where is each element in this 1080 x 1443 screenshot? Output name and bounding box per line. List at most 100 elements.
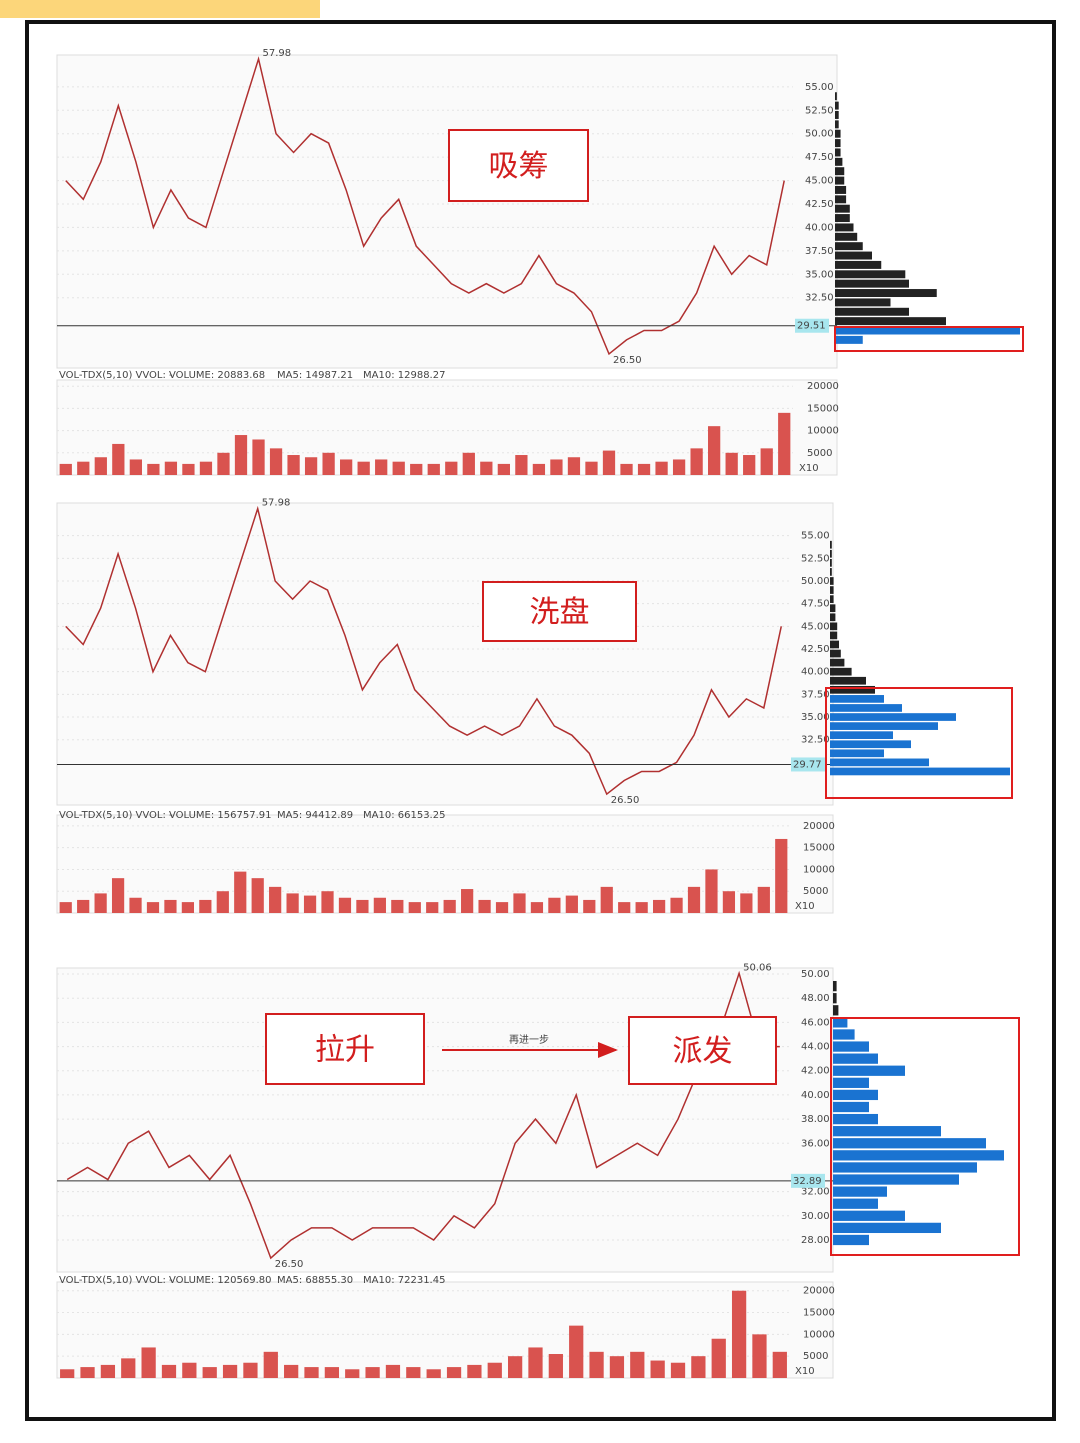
volume-bar — [234, 435, 248, 475]
volume-bar — [182, 463, 195, 475]
profile-bar — [835, 317, 946, 326]
volume-bar — [760, 448, 773, 475]
annotation-box — [482, 581, 637, 642]
profile-bar — [835, 232, 858, 241]
profile-bar — [833, 1126, 941, 1137]
profile-bar — [833, 1017, 848, 1028]
profile-bar — [830, 758, 929, 767]
volume-bar — [94, 893, 107, 913]
volume-bar — [284, 1364, 299, 1378]
volume-bar — [164, 899, 177, 913]
y-tick-label: 42.50 — [805, 199, 834, 210]
y-tick-label: 40.00 — [805, 222, 834, 233]
volume-bar — [385, 1364, 401, 1378]
volume-unit: X10 — [799, 463, 819, 474]
profile-bar — [835, 214, 850, 223]
current-label: 29.77 — [793, 759, 822, 770]
y-tick-label: 50.00 — [801, 969, 830, 980]
volume-bar — [757, 886, 770, 913]
profile-bar — [835, 242, 863, 251]
volume-legend: MA5: 94412.89 — [277, 810, 353, 821]
profile-bar — [833, 1186, 887, 1197]
y-tick-label: 38.00 — [801, 1114, 830, 1125]
volume-bar — [365, 1367, 380, 1378]
volume-bar — [775, 838, 788, 913]
profile-bar — [833, 1077, 869, 1088]
profile-bar — [830, 559, 832, 567]
volume-bar — [146, 902, 160, 913]
volume-bar — [446, 1367, 462, 1378]
profile-bar — [835, 157, 843, 166]
profile-bar — [835, 129, 841, 138]
y-tick-label: 5000 — [807, 448, 832, 459]
volume-bar — [234, 871, 247, 913]
profile-bar — [830, 577, 834, 585]
volume-bar — [609, 1356, 625, 1378]
volume-bar — [731, 1290, 747, 1378]
profile-bar — [835, 110, 839, 119]
volume-bar — [77, 461, 90, 475]
volume-bar — [548, 1354, 563, 1378]
y-tick-label: 36.00 — [801, 1138, 830, 1149]
volume-bar — [690, 448, 703, 475]
volume-bar — [445, 461, 458, 475]
profile-bar — [830, 595, 834, 603]
y-tick-label: 28.00 — [801, 1235, 830, 1246]
profile-highlight — [830, 1017, 1020, 1256]
volume-bar — [589, 1351, 604, 1378]
volume-bar — [217, 452, 230, 475]
volume-legend: MA5: 68855.30 — [277, 1275, 353, 1286]
volume-bar — [426, 902, 439, 913]
extreme-label: 57.98 — [263, 48, 292, 59]
volume-bar — [304, 1367, 319, 1378]
y-tick-label: 10000 — [803, 864, 835, 875]
volume-bar — [59, 902, 72, 913]
volume-bar — [251, 878, 264, 913]
profile-bar — [830, 631, 838, 640]
volume-bar — [600, 886, 613, 913]
volume-bar — [340, 459, 353, 475]
annotation-box — [265, 1013, 425, 1085]
volume-bar — [507, 1356, 523, 1378]
profile-bar — [830, 685, 875, 694]
volume-bar — [548, 897, 561, 913]
profile-bar — [835, 260, 882, 269]
volume-bar — [487, 1362, 502, 1378]
volume-bar — [182, 1362, 197, 1378]
volume-bar — [637, 463, 651, 475]
y-tick-label: 32.50 — [801, 735, 830, 746]
volume-bar — [391, 899, 404, 913]
volume-bar — [410, 463, 423, 475]
volume-bar — [426, 1369, 441, 1378]
volume-bar — [94, 457, 107, 475]
volume-bar — [324, 1367, 340, 1378]
volume-bar — [655, 461, 668, 475]
y-tick-label: 44.00 — [801, 1042, 830, 1053]
volume-bar — [222, 1364, 238, 1378]
profile-bar — [830, 622, 838, 631]
volume-bar — [725, 452, 738, 475]
profile-bar — [835, 195, 847, 204]
volume-bar — [569, 1325, 584, 1378]
volume-bar — [478, 899, 491, 913]
profile-highlight — [825, 687, 1013, 799]
volume-bar — [287, 455, 300, 475]
volume-bar — [269, 448, 283, 475]
volume-bar — [77, 899, 90, 913]
volume-bar — [161, 1364, 177, 1378]
volume-bar — [263, 1351, 278, 1378]
volume-bar — [630, 1351, 645, 1378]
profile-bar — [833, 1053, 878, 1064]
price-line — [65, 505, 783, 796]
profile-bar — [835, 298, 891, 307]
profile-bar — [830, 613, 836, 622]
y-tick-label: 55.00 — [805, 82, 834, 93]
annotation-text: 吸筹 — [489, 149, 549, 184]
profile-bar — [830, 640, 839, 649]
volume-bar — [147, 463, 160, 475]
volume-legend: VOLUME: 156757.91 — [169, 810, 272, 821]
profile-bar — [833, 1210, 905, 1221]
profile-bar — [835, 148, 841, 157]
profile-bar — [835, 251, 872, 260]
